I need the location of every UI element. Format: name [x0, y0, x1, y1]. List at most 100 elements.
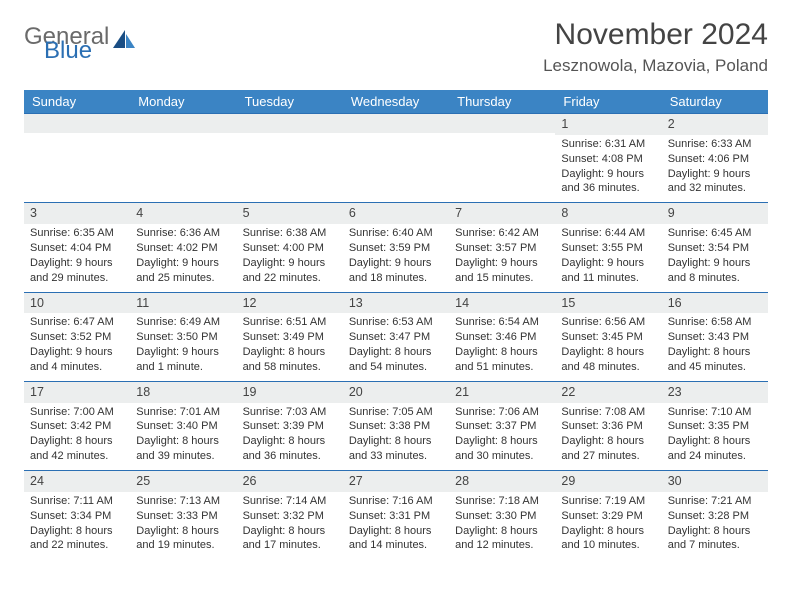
day-body: Sunrise: 6:45 AMSunset: 3:54 PMDaylight:… [662, 224, 768, 291]
day-cell: 14Sunrise: 6:54 AMSunset: 3:46 PMDayligh… [449, 292, 555, 381]
sunrise-text: Sunrise: 6:35 AM [30, 226, 124, 241]
sunrise-text: Sunrise: 7:19 AM [561, 494, 655, 509]
day-body: Sunrise: 7:16 AMSunset: 3:31 PMDaylight:… [343, 492, 449, 559]
day-cell: 17Sunrise: 7:00 AMSunset: 3:42 PMDayligh… [24, 381, 130, 470]
sunrise-text: Sunrise: 6:51 AM [243, 315, 337, 330]
sunset-text: Sunset: 4:04 PM [30, 241, 124, 256]
day-number: 5 [237, 203, 343, 224]
day-cell: 22Sunrise: 7:08 AMSunset: 3:36 PMDayligh… [555, 381, 661, 470]
daylight-text: Daylight: 9 hours and 15 minutes. [455, 256, 549, 286]
sunrise-text: Sunrise: 6:54 AM [455, 315, 549, 330]
day-number: 17 [24, 382, 130, 403]
day-body: Sunrise: 6:31 AMSunset: 4:08 PMDaylight:… [555, 135, 661, 202]
day-number: 3 [24, 203, 130, 224]
day-cell: 24Sunrise: 7:11 AMSunset: 3:34 PMDayligh… [24, 470, 130, 559]
sunrise-text: Sunrise: 6:53 AM [349, 315, 443, 330]
day-body: Sunrise: 7:01 AMSunset: 3:40 PMDaylight:… [130, 403, 236, 470]
sunrise-text: Sunrise: 7:21 AM [668, 494, 762, 509]
daylight-text: Daylight: 8 hours and 58 minutes. [243, 345, 337, 375]
day-cell: 29Sunrise: 7:19 AMSunset: 3:29 PMDayligh… [555, 470, 661, 559]
day-cell: 16Sunrise: 6:58 AMSunset: 3:43 PMDayligh… [662, 292, 768, 381]
day-number: 24 [24, 471, 130, 492]
daylight-text: Daylight: 8 hours and 48 minutes. [561, 345, 655, 375]
sunset-text: Sunset: 3:59 PM [349, 241, 443, 256]
day-cell-empty [24, 113, 130, 202]
sunrise-text: Sunrise: 7:13 AM [136, 494, 230, 509]
weekday-header: Friday [555, 90, 661, 113]
day-number [24, 114, 130, 133]
daylight-text: Daylight: 8 hours and 42 minutes. [30, 434, 124, 464]
daylight-text: Daylight: 9 hours and 29 minutes. [30, 256, 124, 286]
day-cell: 12Sunrise: 6:51 AMSunset: 3:49 PMDayligh… [237, 292, 343, 381]
sunset-text: Sunset: 3:50 PM [136, 330, 230, 345]
day-number: 7 [449, 203, 555, 224]
daylight-text: Daylight: 8 hours and 19 minutes. [136, 524, 230, 554]
sunrise-text: Sunrise: 7:01 AM [136, 405, 230, 420]
day-number [449, 114, 555, 133]
week-row: 17Sunrise: 7:00 AMSunset: 3:42 PMDayligh… [24, 381, 768, 470]
day-body: Sunrise: 6:42 AMSunset: 3:57 PMDaylight:… [449, 224, 555, 291]
daylight-text: Daylight: 8 hours and 30 minutes. [455, 434, 549, 464]
sunset-text: Sunset: 4:06 PM [668, 152, 762, 167]
day-number: 26 [237, 471, 343, 492]
sunset-text: Sunset: 3:46 PM [455, 330, 549, 345]
daylight-text: Daylight: 8 hours and 36 minutes. [243, 434, 337, 464]
brand-text: General Blue [24, 26, 109, 61]
week-row: 3Sunrise: 6:35 AMSunset: 4:04 PMDaylight… [24, 202, 768, 291]
sunset-text: Sunset: 3:42 PM [30, 419, 124, 434]
day-cell: 8Sunrise: 6:44 AMSunset: 3:55 PMDaylight… [555, 202, 661, 291]
day-body: Sunrise: 7:03 AMSunset: 3:39 PMDaylight:… [237, 403, 343, 470]
day-number: 27 [343, 471, 449, 492]
sunrise-text: Sunrise: 7:00 AM [30, 405, 124, 420]
day-body: Sunrise: 7:00 AMSunset: 3:42 PMDaylight:… [24, 403, 130, 470]
sunset-text: Sunset: 3:38 PM [349, 419, 443, 434]
sunset-text: Sunset: 4:00 PM [243, 241, 337, 256]
week-row: 1Sunrise: 6:31 AMSunset: 4:08 PMDaylight… [24, 113, 768, 202]
sunrise-text: Sunrise: 6:45 AM [668, 226, 762, 241]
sunrise-text: Sunrise: 6:42 AM [455, 226, 549, 241]
day-number: 21 [449, 382, 555, 403]
sunrise-text: Sunrise: 7:08 AM [561, 405, 655, 420]
day-number: 1 [555, 114, 661, 135]
day-cell: 25Sunrise: 7:13 AMSunset: 3:33 PMDayligh… [130, 470, 236, 559]
sunset-text: Sunset: 3:43 PM [668, 330, 762, 345]
daylight-text: Daylight: 8 hours and 45 minutes. [668, 345, 762, 375]
daylight-text: Daylight: 8 hours and 22 minutes. [30, 524, 124, 554]
day-body: Sunrise: 7:19 AMSunset: 3:29 PMDaylight:… [555, 492, 661, 559]
weekday-header: Saturday [662, 90, 768, 113]
day-cell: 18Sunrise: 7:01 AMSunset: 3:40 PMDayligh… [130, 381, 236, 470]
day-body: Sunrise: 7:10 AMSunset: 3:35 PMDaylight:… [662, 403, 768, 470]
sunrise-text: Sunrise: 6:56 AM [561, 315, 655, 330]
sunset-text: Sunset: 3:52 PM [30, 330, 124, 345]
sunset-text: Sunset: 4:08 PM [561, 152, 655, 167]
day-number: 11 [130, 293, 236, 314]
sunrise-text: Sunrise: 7:03 AM [243, 405, 337, 420]
sunset-text: Sunset: 3:29 PM [561, 509, 655, 524]
month-title: November 2024 [543, 18, 768, 52]
day-body: Sunrise: 7:18 AMSunset: 3:30 PMDaylight:… [449, 492, 555, 559]
day-body: Sunrise: 6:40 AMSunset: 3:59 PMDaylight:… [343, 224, 449, 291]
day-number: 13 [343, 293, 449, 314]
day-cell: 3 Sunrise: 6:35 AMSunset: 4:04 PMDaylight… [24, 202, 130, 291]
day-cell: 28Sunrise: 7:18 AMSunset: 3:30 PMDayligh… [449, 470, 555, 559]
sunrise-text: Sunrise: 6:31 AM [561, 137, 655, 152]
sunset-text: Sunset: 3:32 PM [243, 509, 337, 524]
sunrise-text: Sunrise: 7:16 AM [349, 494, 443, 509]
day-cell: 7Sunrise: 6:42 AMSunset: 3:57 PMDaylight… [449, 202, 555, 291]
daylight-text: Daylight: 9 hours and 1 minute. [136, 345, 230, 375]
sunrise-text: Sunrise: 6:58 AM [668, 315, 762, 330]
daylight-text: Daylight: 8 hours and 51 minutes. [455, 345, 549, 375]
sunset-text: Sunset: 3:28 PM [668, 509, 762, 524]
day-body: Sunrise: 6:49 AMSunset: 3:50 PMDaylight:… [130, 313, 236, 380]
title-block: November 2024 Lesznowola, Mazovia, Polan… [543, 18, 768, 76]
day-number: 29 [555, 471, 661, 492]
day-body: Sunrise: 7:13 AMSunset: 3:33 PMDaylight:… [130, 492, 236, 559]
day-body: Sunrise: 6:51 AMSunset: 3:49 PMDaylight:… [237, 313, 343, 380]
sunset-text: Sunset: 3:55 PM [561, 241, 655, 256]
daylight-text: Daylight: 9 hours and 32 minutes. [668, 167, 762, 197]
weekday-header: Monday [130, 90, 236, 113]
day-number [343, 114, 449, 133]
day-body: Sunrise: 7:14 AMSunset: 3:32 PMDaylight:… [237, 492, 343, 559]
day-body: Sunrise: 6:36 AMSunset: 4:02 PMDaylight:… [130, 224, 236, 291]
sunset-text: Sunset: 3:37 PM [455, 419, 549, 434]
